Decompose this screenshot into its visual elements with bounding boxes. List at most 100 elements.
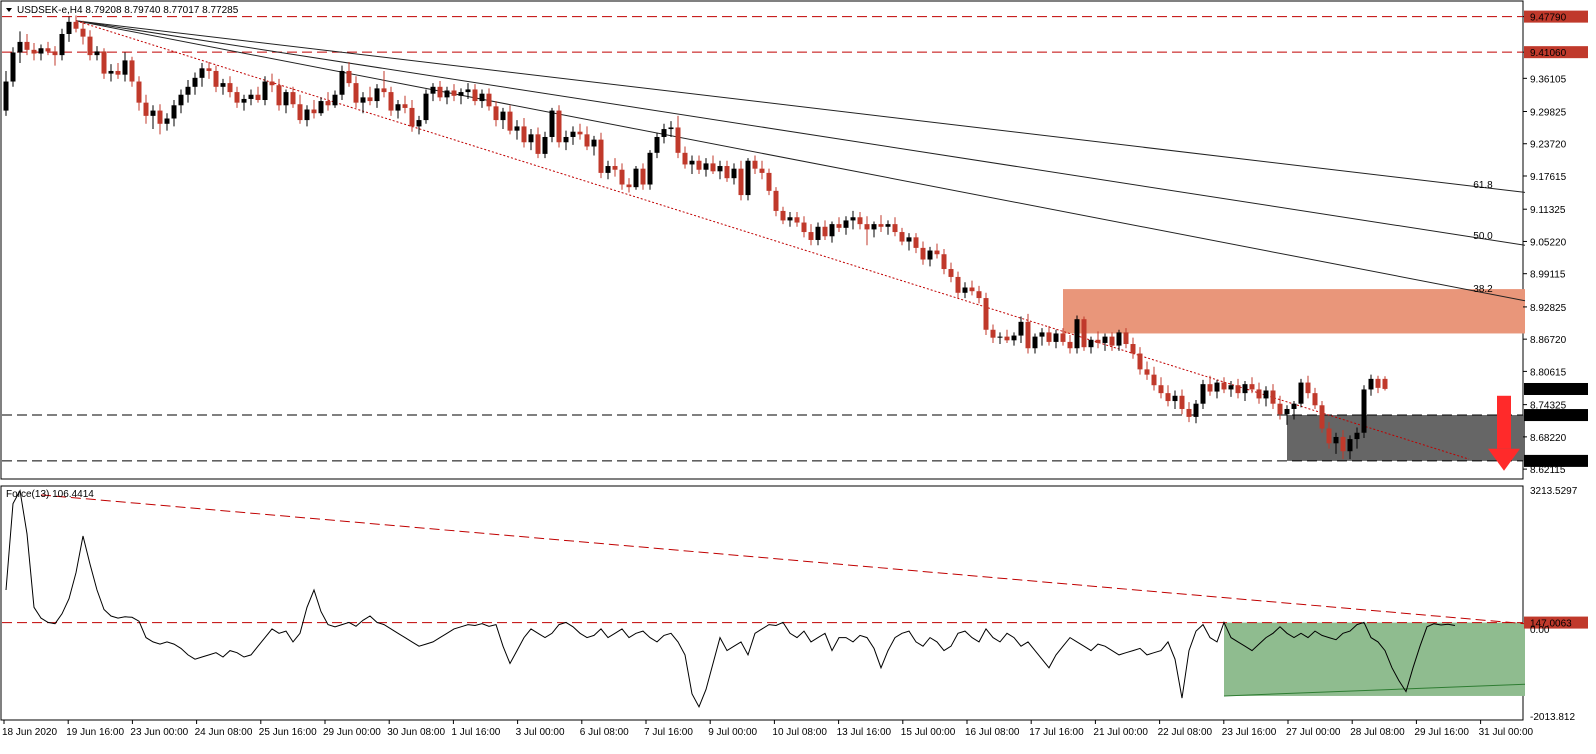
candle-body (444, 90, 450, 98)
candle-body (724, 166, 730, 179)
candle-body (213, 70, 219, 87)
level-price-label: 9.47790 (1530, 13, 1567, 24)
price-panel[interactable]: 61.8 50.0 38.2 USDSEK-e,H4 8.79208 8.797… (0, 0, 1526, 480)
candle-body (59, 33, 65, 56)
candle-body (542, 136, 548, 154)
candle-body (1039, 332, 1045, 337)
force-index-panel[interactable]: Force(13) 106.4414 (0, 485, 1526, 721)
candle-body (430, 86, 436, 94)
candle-body (654, 136, 660, 153)
candle-body (990, 329, 996, 338)
candle-body (1347, 439, 1353, 452)
candle-body (241, 98, 247, 103)
force-panel-border (0, 485, 1524, 721)
candle-body (129, 60, 135, 82)
candle-body (759, 168, 765, 173)
candle-body (1067, 341, 1073, 349)
candle-body (514, 126, 520, 131)
candle-body (1249, 384, 1255, 390)
candle-body (773, 190, 779, 211)
time-tick-label: 15 Jul 00:00 (901, 727, 956, 738)
price-tick-label: 8.92825 (1530, 303, 1567, 314)
candle-body (332, 94, 338, 106)
candle-body (1151, 374, 1157, 386)
candle-body (745, 160, 751, 196)
candle-body (1172, 395, 1178, 402)
time-tick-label: 3 Jul 00:00 (516, 727, 565, 738)
collapse-triangle-icon[interactable] (6, 8, 12, 12)
candle-body (1214, 382, 1220, 392)
candle-body (1277, 403, 1283, 415)
candle-body (1200, 384, 1206, 404)
candle-body (689, 160, 695, 165)
candle-body (640, 168, 646, 185)
candle-body (829, 224, 835, 237)
candle-body (1305, 382, 1311, 394)
candle-body (1130, 344, 1136, 354)
force-axis-label: 3213.5297 (1530, 486, 1578, 497)
candle-body (1228, 385, 1234, 390)
candle-body (913, 237, 919, 248)
candle-body (535, 134, 541, 154)
candle-body (1165, 393, 1171, 402)
candle-body (395, 104, 401, 111)
force-level-tag (1524, 616, 1588, 629)
fib-label-61-8: 61.8 (1473, 180, 1493, 191)
force-zone (1224, 622, 1525, 696)
candle-body (80, 28, 86, 37)
candle-body (10, 52, 16, 82)
candle-body (178, 94, 184, 106)
fib-fan-line-50-0 (75, 20, 1526, 246)
level-price-label: 8.63670 (1530, 457, 1567, 468)
candle-body (1256, 389, 1262, 399)
candle-body (290, 92, 296, 105)
time-tick-label: 30 Jun 08:00 (387, 727, 445, 738)
time-tick-label: 7 Jul 16:00 (644, 727, 693, 738)
candle-body (1312, 393, 1318, 406)
time-tick-label: 16 Jul 08:00 (965, 727, 1020, 738)
candle-body (1361, 389, 1367, 433)
candle-body (731, 168, 737, 179)
resistance-zone-rect (1063, 289, 1525, 334)
candle-body (1060, 333, 1066, 342)
candle-body (857, 217, 863, 225)
candle-body (780, 210, 786, 221)
price-axis: 9.47790 9.41060 9.36105 9.29825 9.23720 9.176… (1523, 10, 1588, 476)
candle-body (318, 101, 324, 114)
candle-body (248, 94, 254, 99)
candle-body (976, 291, 982, 299)
candle-body (822, 226, 828, 237)
candle-body (1081, 319, 1087, 348)
candle-body (570, 131, 576, 137)
candle-body (675, 127, 681, 153)
candle-body (836, 224, 842, 228)
candle-body (38, 48, 44, 54)
price-tick-label: 8.80615 (1530, 367, 1567, 378)
candle-body (346, 70, 352, 84)
candle-body (164, 118, 170, 124)
candle-body (871, 224, 877, 230)
level-price-tag (1524, 10, 1588, 23)
candle-body (808, 232, 814, 240)
candle-body (1221, 382, 1227, 390)
candle-body (493, 106, 499, 121)
time-tick-label: 13 Jul 16:00 (837, 727, 892, 738)
candle-body (1382, 378, 1388, 389)
candle-body (1193, 403, 1199, 417)
candle-body (1354, 432, 1360, 440)
candle-body (283, 92, 289, 106)
level-price-label: 9.41060 (1530, 48, 1567, 59)
candle-body (1284, 408, 1290, 415)
candle-body (262, 81, 268, 101)
candle-body (458, 92, 464, 96)
price-panel-border (0, 0, 1524, 480)
fibonacci-fan (75, 20, 1526, 302)
resistance-zone (1063, 289, 1525, 334)
candle-body (1319, 405, 1325, 429)
candle-body (941, 254, 947, 270)
candle-body (1137, 353, 1143, 370)
candle-body (192, 77, 198, 87)
candle-body (969, 287, 975, 292)
candle-body (864, 224, 870, 230)
